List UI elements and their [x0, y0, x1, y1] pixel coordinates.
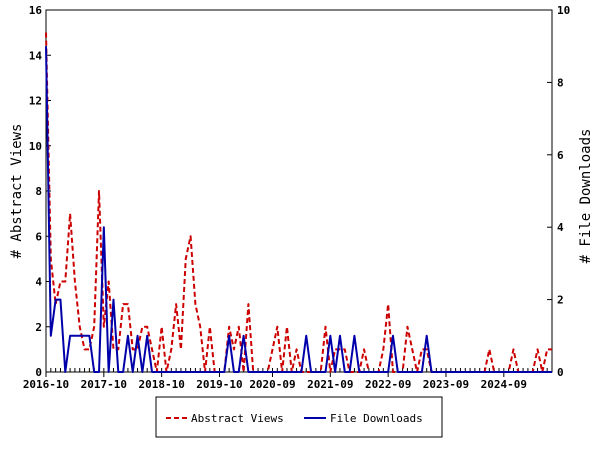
x-tick-label: 2017-10: [81, 378, 127, 391]
y-tick-label: 12: [29, 95, 42, 108]
x-tick-label: 2023-09: [423, 378, 469, 391]
x-tick-label: 2016-10: [23, 378, 69, 391]
series-layer: [45, 32, 552, 373]
y2-tick-label: 2: [557, 294, 564, 307]
y-tick-label: 8: [35, 185, 42, 198]
x-tick-label: 2018-10: [138, 378, 184, 391]
x-tick-label: 2022-09: [365, 378, 411, 391]
x-tick-label: 2024-09: [481, 378, 527, 391]
y-tick-label: 16: [29, 4, 43, 17]
y2-tick-label: 4: [557, 221, 564, 234]
x-tick-label: 2020-09: [249, 378, 295, 391]
legend-label-views: Abstract Views: [191, 412, 284, 425]
y-tick-label: 6: [35, 230, 42, 243]
y-tick-label: 0: [35, 366, 42, 379]
y2-tick-label: 6: [557, 149, 564, 162]
y-tick-label: 2: [35, 321, 42, 334]
y2-tick-label: 0: [557, 366, 564, 379]
series-abstract-views-line: [45, 32, 552, 373]
y2-axis-title: # File Downloads: [578, 129, 594, 264]
legend-label-downloads: File Downloads: [330, 412, 423, 425]
y-axis-title: # Abstract Views: [9, 124, 25, 259]
y2-tick-label: 8: [557, 76, 564, 89]
plot-area: [45, 9, 553, 373]
y-tick-label: 14: [29, 49, 43, 62]
legend: Abstract Views File Downloads: [155, 396, 443, 438]
y-tick-label: 10: [29, 140, 42, 153]
y-tick-label: 4: [35, 276, 42, 289]
y2-tick-label: 10: [557, 4, 570, 17]
series-file-downloads-line: [45, 46, 552, 373]
y-axis-right: 0 2 4 6 8 10: [547, 4, 570, 379]
legend-box: [155, 396, 443, 438]
x-tick-label: 2019-10: [196, 378, 242, 391]
x-tick-label: 2021-09: [307, 378, 353, 391]
